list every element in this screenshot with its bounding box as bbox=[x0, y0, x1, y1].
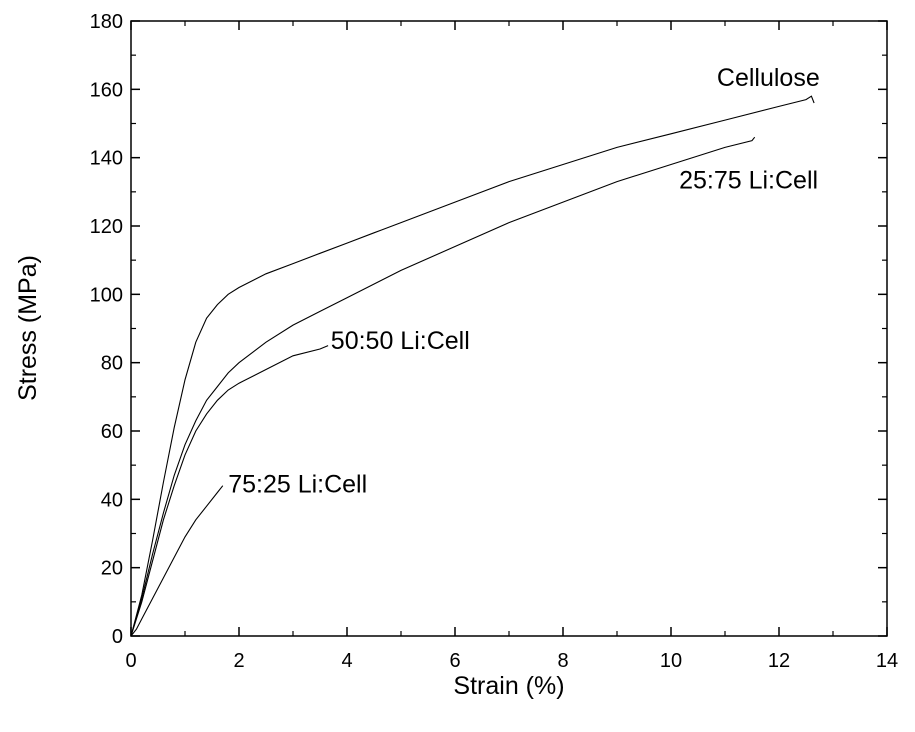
series-label-50-50-li-cell: 50:50 Li:Cell bbox=[331, 327, 470, 355]
major-ticks bbox=[130, 20, 888, 637]
y-axis-title: Stress (MPa) bbox=[14, 255, 42, 401]
x-tick-label: 0 bbox=[125, 650, 136, 672]
y-tick-label: 140 bbox=[90, 148, 123, 170]
y-tick-label: 160 bbox=[90, 79, 123, 101]
x-tick-label: 10 bbox=[660, 650, 682, 672]
y-tick-label: 80 bbox=[101, 353, 123, 375]
series-lines bbox=[130, 95, 815, 637]
series-label-25-75-li-cell: 25:75 Li:Cell bbox=[679, 166, 818, 194]
series-line-50-50-li-cell bbox=[130, 345, 329, 637]
series-line-75-25-li-cell bbox=[130, 485, 224, 637]
x-tick-label: 8 bbox=[557, 650, 568, 672]
y-tick-label: 40 bbox=[101, 489, 123, 511]
x-tick-label: 4 bbox=[341, 650, 352, 672]
x-tick-label: 6 bbox=[449, 650, 460, 672]
y-tick-label: 180 bbox=[90, 11, 123, 33]
minor-ticks bbox=[131, 21, 887, 636]
y-tick-label: 0 bbox=[112, 626, 123, 648]
y-tick-label: 100 bbox=[90, 284, 123, 306]
y-tick-label: 60 bbox=[101, 421, 123, 443]
y-tick-label: 120 bbox=[90, 216, 123, 238]
series-line-cellulose bbox=[130, 95, 815, 637]
plot-frame bbox=[130, 20, 888, 637]
x-tick-label: 12 bbox=[768, 650, 790, 672]
x-tick-labels: 0 2 4 6 8 10 12 14 bbox=[125, 650, 898, 672]
x-tick-label: 2 bbox=[233, 650, 244, 672]
y-tick-labels: 0 20 40 60 80 100 120 140 160 180 bbox=[90, 11, 123, 648]
y-tick-label: 20 bbox=[101, 558, 123, 580]
series-label-cellulose: Cellulose bbox=[717, 64, 820, 92]
series-annotations: Cellulose 25:75 Li:Cell 50:50 Li:Cell 75:25… bbox=[228, 64, 820, 499]
series-label-75-25-li-cell: 75:25 Li:Cell bbox=[228, 471, 367, 499]
x-axis-title: Strain (%) bbox=[453, 672, 564, 700]
x-tick-label: 14 bbox=[876, 650, 898, 672]
series-line-25-75-li-cell bbox=[130, 136, 756, 637]
